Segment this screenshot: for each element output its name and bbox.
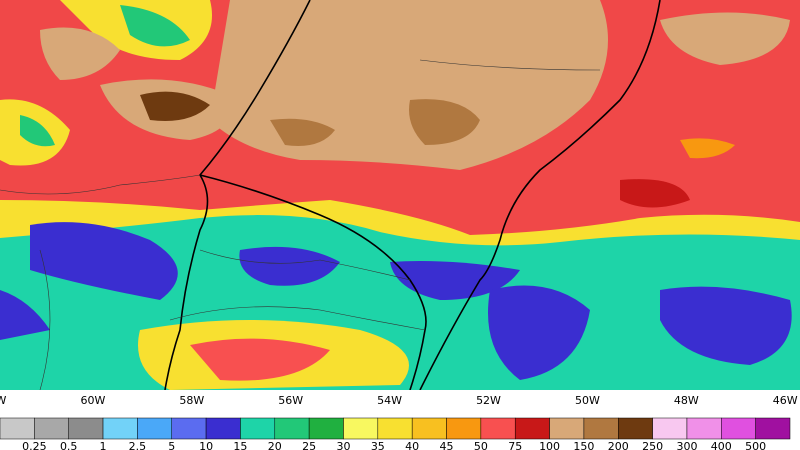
colorbar-label: 5 xyxy=(168,440,175,450)
colorbar-swatch xyxy=(411,417,447,440)
colorbar-label: 0.5 xyxy=(60,440,78,450)
colorbar-label: 35 xyxy=(371,440,385,450)
colorbar-label: 45 xyxy=(440,440,454,450)
longitude-label: 56W xyxy=(278,394,303,407)
colorbar-swatch xyxy=(446,417,482,440)
colorbar-label: 15 xyxy=(233,440,247,450)
colorbar-swatch xyxy=(652,417,688,440)
longitude-axis: 62W 60W 58W 56W 54W 52W 50W 48W 46W xyxy=(0,394,798,407)
longitude-label: 54W xyxy=(377,394,402,407)
colorbar-swatch xyxy=(308,417,344,440)
colorbar-label: 200 xyxy=(608,440,629,450)
colorbar-label: 300 xyxy=(676,440,697,450)
colorbar-label: 25 xyxy=(302,440,316,450)
longitude-label: 46W xyxy=(773,394,798,407)
colorbar-swatch xyxy=(171,417,207,440)
borders xyxy=(164,0,661,391)
colorbar-swatch xyxy=(34,417,69,440)
colorbar-label: 10 xyxy=(199,440,213,450)
colorbar-swatch xyxy=(102,417,138,440)
colorbar-swatch xyxy=(377,417,413,440)
colorbar-swatch xyxy=(480,417,516,440)
colorbar-label: 75 xyxy=(508,440,522,450)
colorbar-label: 50 xyxy=(474,440,488,450)
colorbar-swatch xyxy=(68,417,104,440)
colorbar-label: 1 xyxy=(100,440,107,450)
colorbar-swatch xyxy=(549,417,585,440)
longitude-label: 50W xyxy=(575,394,600,407)
colorbar-label: 40 xyxy=(405,440,419,450)
colorbar-label: 100 xyxy=(539,440,560,450)
colorbar-swatch xyxy=(240,417,276,440)
colorbar-swatch xyxy=(137,417,172,440)
colorbar: 0.25 0.5 1 2.5 5 10 15 20 25 30 35 40 45 50 75 100 150 20… xyxy=(0,417,791,450)
colorbar-swatch xyxy=(618,417,653,440)
colorbar-label: 250 xyxy=(642,440,663,450)
longitude-label: 60W xyxy=(80,394,105,407)
colorbar-swatch xyxy=(343,417,379,440)
colorbar-swatch xyxy=(205,417,241,440)
colorbar-label: 500 xyxy=(745,440,766,450)
colorbar-swatch xyxy=(0,417,35,440)
precipitation-field xyxy=(0,0,800,390)
colorbar-label: 30 xyxy=(336,440,350,450)
colorbar-label: 2.5 xyxy=(129,440,147,450)
colorbar-swatch xyxy=(514,417,550,440)
longitude-label: 52W xyxy=(476,394,501,407)
state-lines xyxy=(0,59,601,391)
longitude-label: 62W xyxy=(0,394,7,407)
longitude-label: 58W xyxy=(179,394,204,407)
longitude-label: 48W xyxy=(674,394,699,407)
colorbar-label: 150 xyxy=(573,440,594,450)
colorbar-label: 400 xyxy=(711,440,732,450)
colorbar-label: 20 xyxy=(268,440,282,450)
colorbar-swatch xyxy=(721,417,756,440)
colorbar-swatch xyxy=(583,417,619,440)
colorbar-swatch xyxy=(274,417,310,440)
colorbar-swatch xyxy=(686,417,722,440)
colorbar-swatch xyxy=(755,417,791,440)
colorbar-label: 0.25 xyxy=(22,440,47,450)
